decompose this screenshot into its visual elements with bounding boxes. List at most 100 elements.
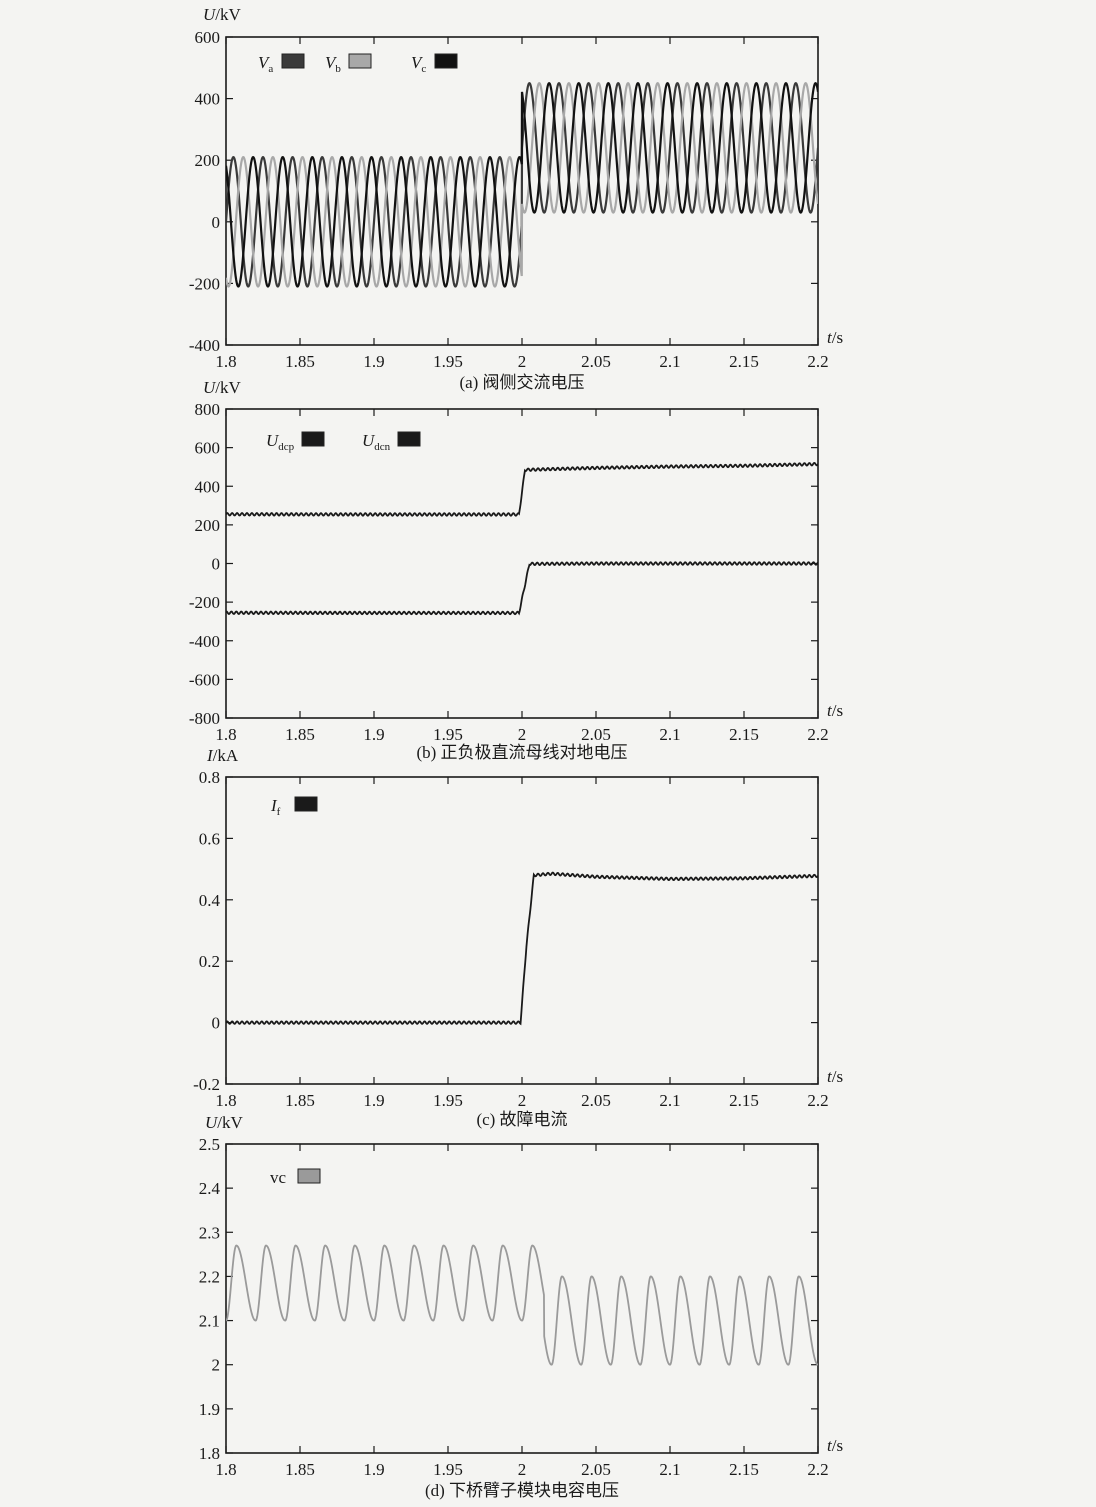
- x-tick-label: 1.85: [285, 352, 315, 371]
- x-tick-label: 1.8: [215, 1460, 236, 1479]
- y-tick-label: 1.8: [199, 1444, 220, 1463]
- x-tick-label: 2: [518, 725, 527, 744]
- plot-frame: [225, 776, 819, 1085]
- y-tick-label: 800: [195, 400, 221, 419]
- y-tick-label: 0.4: [199, 891, 221, 910]
- x-tick-label: 2.1: [659, 352, 680, 371]
- y-tick-label: 200: [195, 516, 221, 535]
- x-tick-label: 2.2: [807, 1460, 828, 1479]
- series-line-Vc: [226, 82, 818, 288]
- y-tick-label: -200: [189, 593, 220, 612]
- y-tick-label: 600: [195, 28, 221, 47]
- y-tick-label: -400: [189, 632, 220, 651]
- x-tick-label: 2.15: [729, 725, 759, 744]
- series-line-vc: [226, 1244, 818, 1366]
- y-tick-label: 2.5: [199, 1135, 220, 1154]
- y-tick-label: 200: [195, 151, 221, 170]
- x-tick-label: 2.05: [581, 1460, 611, 1479]
- x-tick-label: 1.8: [215, 725, 236, 744]
- x-tick-label: 2.05: [581, 725, 611, 744]
- y-tick-label: 1.9: [199, 1400, 220, 1419]
- x-tick-label: 1.9: [363, 1091, 384, 1110]
- y-tick-label: 0.6: [199, 829, 220, 848]
- legend-swatch-Vb: [348, 53, 372, 69]
- legend-label-vc: vc: [270, 1168, 287, 1187]
- figure-caption: (c) 故障电流: [476, 1110, 567, 1129]
- x-axis-label: t/s: [827, 1436, 843, 1455]
- series-line-Vb: [226, 82, 818, 288]
- y-tick-label: 600: [195, 439, 221, 458]
- x-tick-label: 2.1: [659, 725, 680, 744]
- x-tick-label: 2.15: [729, 1460, 759, 1479]
- legend-label-Va: Va: [258, 53, 273, 75]
- x-tick-label: 2.1: [659, 1091, 680, 1110]
- x-tick-label: 1.95: [433, 725, 463, 744]
- chart-panel-d: 1.8 1.9 2 2.1 2.2 2.3 2.4 2.5 1.8 1.85 1.9 1.95 2 2.0…: [199, 1113, 843, 1500]
- y-tick-label: 0.2: [199, 952, 220, 971]
- y-tick-label: -0.2: [193, 1075, 220, 1094]
- x-tick-label: 1.95: [433, 1460, 463, 1479]
- legend-swatch-Vc: [434, 53, 458, 69]
- x-tick-label: 2.2: [807, 1091, 828, 1110]
- x-tick-label: 2.05: [581, 1091, 611, 1110]
- x-tick-label: 2.15: [729, 352, 759, 371]
- x-tick-label: 1.85: [285, 725, 315, 744]
- y-tick-label: -400: [189, 336, 220, 355]
- x-tick-label: 1.85: [285, 1091, 315, 1110]
- legend-label-Vc: Vc: [411, 53, 426, 75]
- x-tick-label: 2: [518, 1460, 527, 1479]
- plot-frame: [225, 1143, 819, 1454]
- x-axis-label: t/s: [827, 1067, 843, 1086]
- legend-swatch-Udcp: [301, 431, 325, 447]
- legend-swatch-If: [294, 796, 318, 812]
- legend-swatch-vc: [297, 1168, 321, 1184]
- y-tick-label: 0: [212, 1014, 221, 1033]
- y-tick-label: 400: [195, 90, 221, 109]
- x-tick-label: 1.95: [433, 352, 463, 371]
- x-tick-label: 1.85: [285, 1460, 315, 1479]
- chart-panel-c: -0.2 0 0.2 0.4 0.6 0.8 1.8 1.85 1.9 1.95 2 2.05 2.1 2…: [193, 746, 843, 1129]
- x-tick-label: 2: [518, 1091, 527, 1110]
- y-tick-label: 2.2: [199, 1267, 220, 1286]
- y-tick-label: 2.1: [199, 1312, 220, 1331]
- y-tick-label: 0: [212, 213, 221, 232]
- y-tick-label: -200: [189, 274, 220, 293]
- x-tick-label: 2.2: [807, 352, 828, 371]
- legend-label-Vb: Vb: [325, 53, 341, 75]
- y-tick-label: -600: [189, 670, 220, 689]
- x-tick-label: 2.2: [807, 725, 828, 744]
- chart-panel-a: -400 -200 0 200 400 600 1.8 1.85 1.9 1.95 2 2.05 2.1…: [189, 5, 843, 392]
- x-tick-label: 1.9: [363, 352, 384, 371]
- legend-label-If: If: [270, 796, 281, 818]
- x-tick-label: 1.8: [215, 352, 236, 371]
- series-line-Udcn: [226, 561, 818, 616]
- x-tick-label: 1.9: [363, 1460, 384, 1479]
- y-tick-label: 2.3: [199, 1223, 220, 1242]
- x-tick-label: 1.9: [363, 725, 384, 744]
- series-line-Udcp: [226, 461, 818, 517]
- y-tick-label: 0.8: [199, 768, 220, 787]
- y-axis-label: U/kV: [203, 378, 242, 397]
- legend-swatch-Va: [281, 53, 305, 69]
- x-tick-label: 1.8: [215, 1091, 236, 1110]
- y-tick-label: 2: [212, 1356, 221, 1375]
- y-tick-label: 400: [195, 477, 221, 496]
- x-tick-label: 2.1: [659, 1460, 680, 1479]
- x-axis-label: t/s: [827, 701, 843, 720]
- legend-label-Udcp: Udcp: [266, 431, 295, 453]
- series-line-If: [226, 871, 818, 1026]
- y-axis-label: I/kA: [206, 746, 239, 765]
- figure-caption: (b) 正负极直流母线对地电压: [416, 743, 627, 762]
- y-axis-label: U/kV: [205, 1113, 244, 1132]
- y-tick-label: 0: [212, 555, 221, 574]
- x-tick-label: 1.95: [433, 1091, 463, 1110]
- figure-caption: (d) 下桥臂子模块电容电压: [425, 1481, 619, 1500]
- y-tick-label: 2.4: [199, 1179, 221, 1198]
- x-axis-label: t/s: [827, 328, 843, 347]
- y-axis-label: U/kV: [203, 5, 242, 24]
- figure-caption: (a) 阀侧交流电压: [459, 373, 584, 392]
- x-tick-label: 2: [518, 352, 527, 371]
- x-tick-label: 2.05: [581, 352, 611, 371]
- legend-label-Udcn: Udcn: [362, 431, 391, 453]
